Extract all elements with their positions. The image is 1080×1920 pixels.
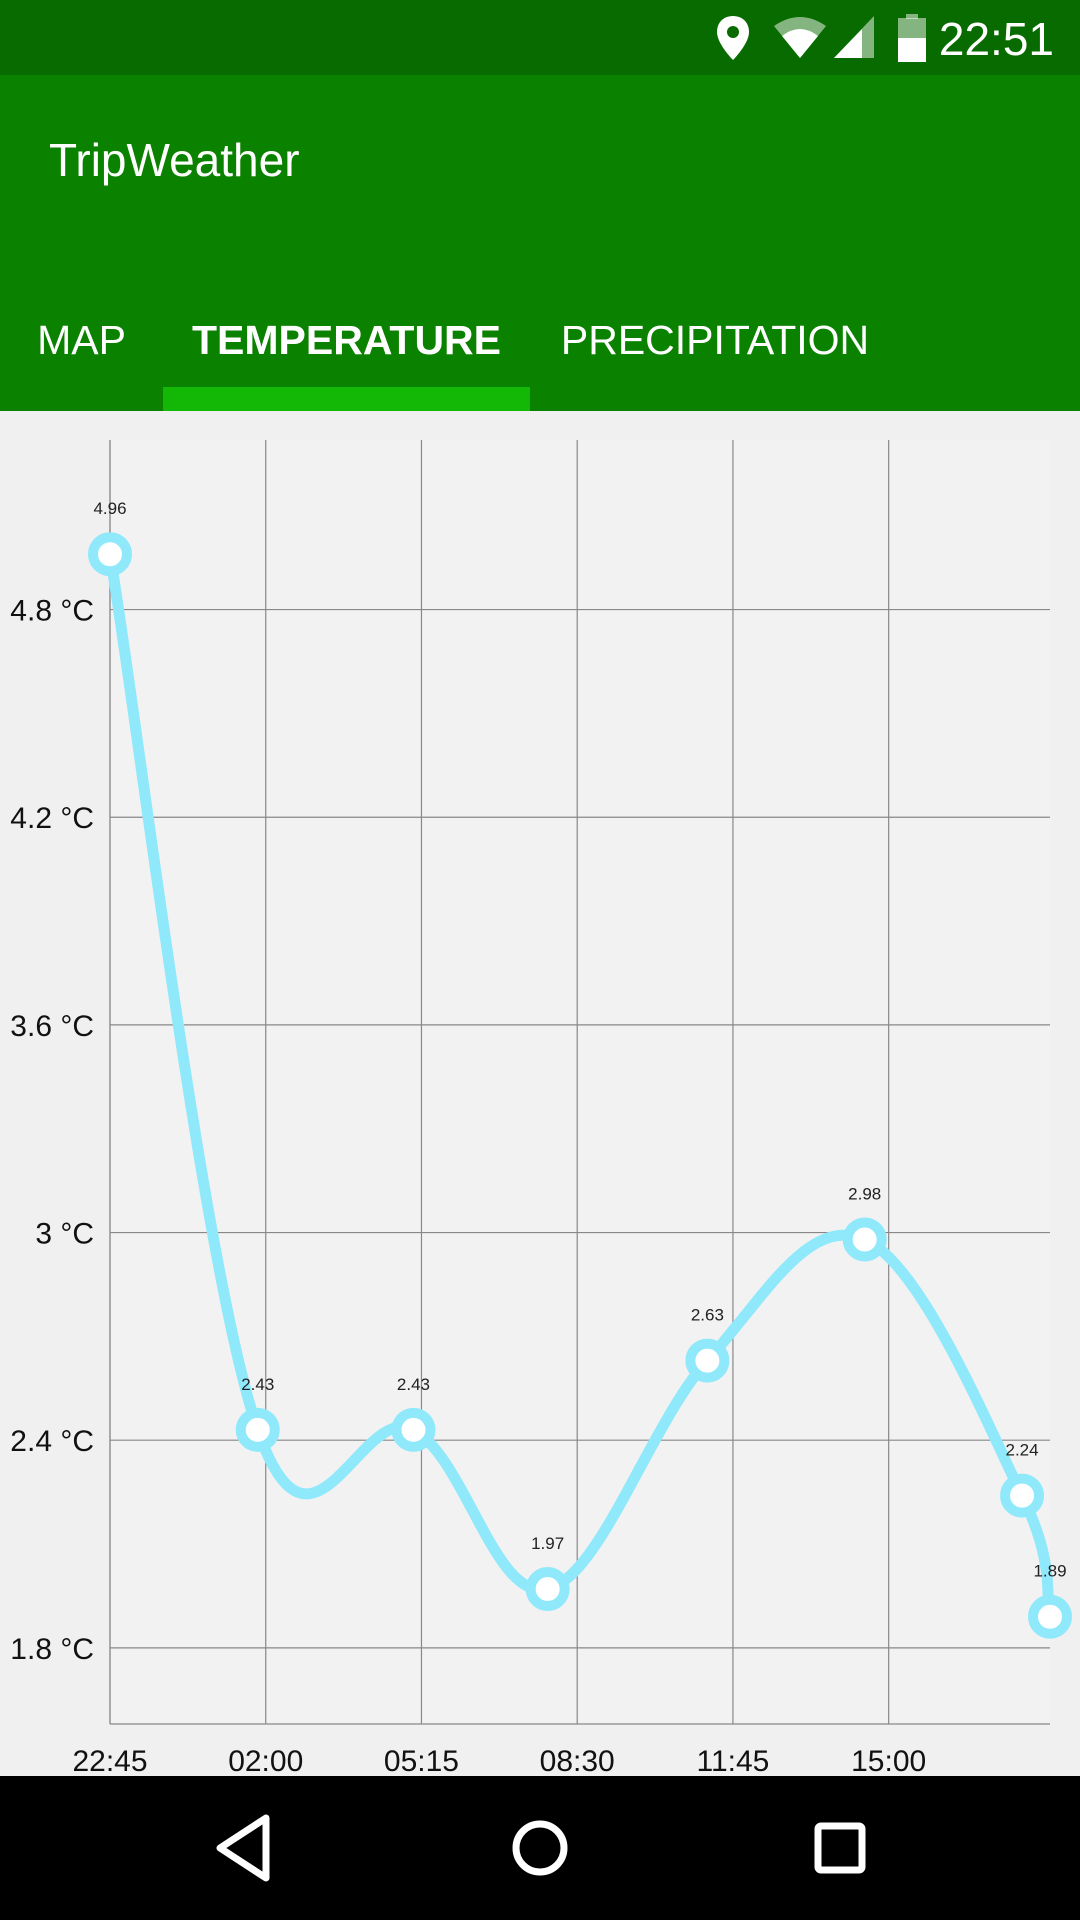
data-label: 2.43 — [397, 1375, 430, 1394]
status-time: 22:51 — [938, 13, 1054, 65]
y-tick-label: 1.8 °C — [10, 1633, 94, 1666]
x-tick-label: 22:45 — [72, 1745, 147, 1776]
wifi-icon — [774, 17, 826, 58]
data-label: 2.98 — [848, 1184, 881, 1203]
app-title: TripWeather — [49, 134, 300, 186]
data-point — [1000, 1473, 1045, 1518]
data-point — [525, 1567, 570, 1612]
data-label: 2.63 — [691, 1306, 724, 1325]
data-label: 4.96 — [93, 499, 126, 518]
chart-grid — [109, 440, 1050, 1725]
data-label: 1.89 — [1033, 1562, 1066, 1581]
data-label: 2.24 — [1006, 1441, 1039, 1460]
tab-indicator — [163, 387, 530, 411]
navigation-bar — [0, 1776, 1080, 1920]
tab-bar: MAP TEMPERATURE PRECIPITATION — [0, 285, 1080, 411]
plot-area — [110, 440, 1050, 1724]
y-tick-label: 3 °C — [35, 1218, 94, 1251]
cellular-signal-icon — [834, 16, 874, 58]
tab-map[interactable]: MAP — [37, 317, 126, 363]
tab-precipitation[interactable]: PRECIPITATION — [560, 317, 870, 363]
data-point — [235, 1407, 280, 1452]
status-bar: 22:51 — [0, 0, 1080, 75]
y-axis-ticks: 1.8 °C 2.4 °C 3 °C 3.6 °C 4.2 °C 4.8 °C — [10, 595, 94, 1666]
x-tick-label: 02:00 — [228, 1745, 303, 1776]
x-tick-label: 08:30 — [540, 1745, 615, 1776]
data-point — [88, 532, 132, 577]
y-tick-label: 4.8 °C — [10, 595, 94, 628]
x-axis-ticks: 22:45 02:00 05:15 08:30 11:45 15:00 — [72, 1745, 926, 1776]
location-icon — [717, 16, 749, 60]
data-point — [685, 1338, 730, 1383]
data-point — [1028, 1594, 1072, 1639]
app-bar: TripWeather MAP TEMPERATURE PRECIPITATIO… — [0, 75, 1080, 411]
data-label: 1.97 — [531, 1534, 564, 1553]
data-point — [391, 1407, 436, 1452]
home-icon[interactable] — [510, 1808, 570, 1888]
y-tick-label: 3.6 °C — [10, 1010, 94, 1043]
chart-series: 4.96 2.43 2.43 1.97 2.63 2.98 2.24 1.89 — [88, 499, 1072, 1639]
battery-icon — [898, 14, 926, 62]
tab-temperature[interactable]: TEMPERATURE — [191, 317, 502, 363]
recents-icon[interactable] — [814, 1808, 866, 1888]
y-tick-label: 2.4 °C — [10, 1425, 94, 1458]
x-tick-label: 05:15 — [384, 1745, 459, 1776]
x-tick-label: 15:00 — [851, 1745, 926, 1776]
x-tick-label: 11:45 — [697, 1745, 770, 1776]
data-label: 2.43 — [241, 1375, 274, 1394]
back-icon[interactable] — [210, 1808, 274, 1888]
data-point — [842, 1217, 887, 1262]
temperature-chart: 1.8 °C 2.4 °C 3 °C 3.6 °C 4.2 °C 4.8 °C 22:45… — [10, 440, 1072, 1776]
y-tick-label: 4.2 °C — [10, 802, 94, 835]
